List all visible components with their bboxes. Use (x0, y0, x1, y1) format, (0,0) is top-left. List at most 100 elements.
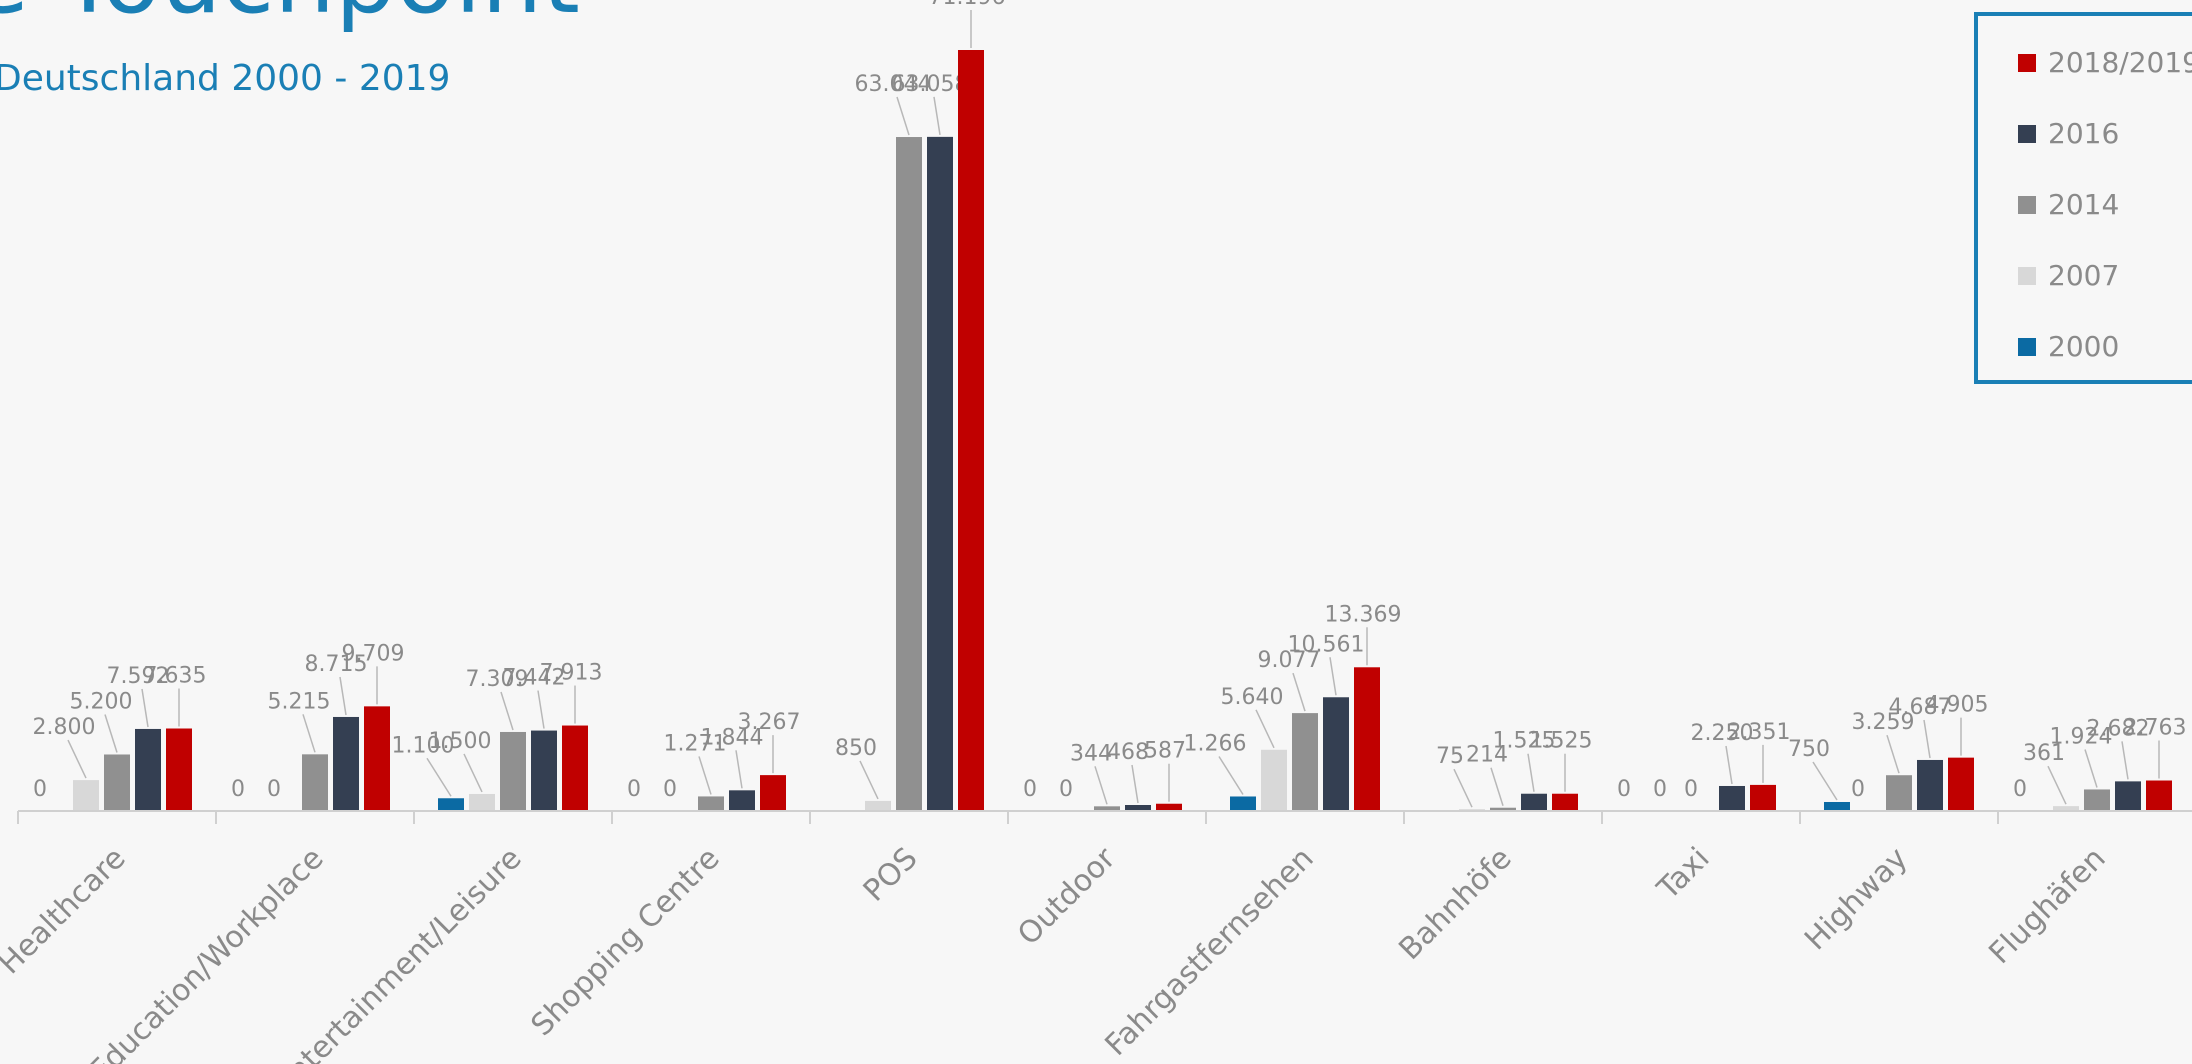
data-label-leader (302, 714, 316, 753)
data-label: 63.058 (892, 72, 969, 97)
bar-2016-shopping-centre (729, 790, 755, 810)
bar-2007-healthcare (73, 780, 99, 810)
data-label-leader (500, 691, 514, 731)
data-label: 0 (267, 777, 281, 802)
data-label-leader (859, 760, 879, 800)
data-label: 0 (2013, 777, 2027, 802)
bar-2014-healthcare (104, 754, 130, 810)
data-label: 0 (231, 777, 245, 802)
data-label-leader (896, 96, 910, 136)
x-tick-label: Taxi (1650, 841, 1716, 907)
data-label: 1.266 (1184, 731, 1247, 756)
bar-2000-fahrgastfernsehen (1230, 796, 1256, 810)
legend-item-2018-2019: 2018/2019 (2018, 46, 2192, 79)
bar-2014-outdoor (1094, 806, 1120, 810)
bar-2018-2019-highway (1948, 757, 1974, 810)
legend-swatch-2016 (2018, 124, 2036, 143)
data-label: 361 (2023, 741, 2065, 766)
bar-2018-2019-education-workplace (364, 706, 390, 810)
data-label-leader (1812, 761, 1838, 801)
data-label: 8.715 (305, 652, 368, 677)
data-label: 3.267 (738, 710, 801, 735)
bar-2014-entertainment-leisure (500, 731, 526, 810)
data-label-leader (1725, 745, 1733, 785)
legend-label: 2014 (2048, 188, 2120, 221)
bar-2018-2019-taxi (1750, 784, 1776, 810)
data-label: 468 (1107, 740, 1149, 765)
bar-2016-fahrgastfernsehen (1323, 697, 1349, 810)
x-tick-label: Highway (1798, 841, 1914, 957)
x-tick-label: Shopping Centre (525, 841, 727, 1043)
data-label-leader (537, 690, 545, 729)
data-label: 0 (627, 777, 641, 802)
data-label: 63.044 (855, 72, 932, 97)
bar-2007-entertainment-leisure (469, 793, 495, 810)
bar-2018-2019-flughäfen (2146, 780, 2172, 810)
data-label: 10.561 (1288, 632, 1365, 657)
data-label: 4.687 (1889, 695, 1952, 720)
data-label-leader (1094, 766, 1108, 805)
data-label-leader (1923, 719, 1931, 759)
data-label-leader (1218, 756, 1244, 795)
data-label: 5.200 (70, 689, 133, 714)
data-label: 2.800 (33, 715, 96, 740)
data-label: 850 (835, 736, 877, 761)
legend-swatch-2000 (2018, 337, 2036, 356)
data-label-leader (1453, 768, 1473, 808)
bar-2018-2019-entertainment-leisure (562, 725, 588, 810)
data-label: 0 (33, 777, 47, 802)
legend-label: 2018/2019 (2048, 46, 2192, 79)
bar-2000-highway (1824, 801, 1850, 810)
bar-2014-highway (1886, 775, 1912, 810)
data-label-leader (1490, 767, 1504, 806)
x-tick-label: Healthcare (0, 841, 133, 981)
data-label-leader (933, 96, 941, 135)
x-tick-label: Flughäfen (1982, 841, 2112, 971)
data-label-leader (1527, 753, 1535, 792)
bar-2007-pos (865, 800, 891, 810)
bar-2007-flughäfen (2053, 806, 2079, 810)
chart-title: e Touchpoint (0, 0, 580, 35)
data-label: 1.100 (392, 733, 455, 758)
bar-2014-pos (896, 137, 922, 810)
data-label-leader (698, 756, 712, 795)
data-label-leader (2121, 741, 2129, 780)
data-label: 1.924 (2050, 724, 2113, 749)
bar-2016-entertainment-leisure (531, 730, 557, 810)
data-label-leader (735, 750, 743, 789)
bar-2018-2019-bahnhöfe (1552, 793, 1578, 810)
bar-2016-education-workplace (333, 716, 359, 810)
bar-2000-entertainment-leisure (438, 798, 464, 810)
data-label: 2.682 (2087, 716, 2150, 741)
bar-2016-taxi (1719, 785, 1745, 810)
data-label: 7.635 (144, 663, 207, 688)
data-label-leader (339, 676, 347, 716)
legend-swatch-2014 (2018, 195, 2036, 214)
data-label: 0 (1617, 777, 1631, 802)
bar-2016-highway (1917, 759, 1943, 810)
data-label: 7.592 (107, 664, 170, 689)
data-label-leader (104, 714, 118, 753)
data-label-leader (2047, 765, 2067, 805)
chart-subtitle: Deutschland 2000 - 2019 (0, 58, 450, 99)
legend-item-2016: 2016 (2018, 117, 2119, 150)
bar-2007-bahnhöfe (1459, 809, 1485, 810)
data-label: 9.709 (342, 641, 405, 666)
legend-item-2000: 2000 (2018, 330, 2119, 363)
data-label: 5.215 (268, 689, 331, 714)
bar-2014-shopping-centre (698, 796, 724, 810)
data-label: 2.763 (2124, 716, 2187, 741)
legend-item-2014: 2014 (2018, 188, 2119, 221)
data-label: 7.309 (466, 667, 529, 692)
bar-2016-bahnhöfe (1521, 793, 1547, 810)
legend: 2018/2019 2016 2014 2007 2000 (1974, 12, 2192, 384)
data-label-leader (1255, 709, 1275, 749)
data-label: 0 (1653, 777, 1667, 802)
x-tick-label: Outdoor (1011, 840, 1123, 952)
data-label: 1.500 (429, 729, 492, 754)
data-label: 75 (1436, 744, 1464, 769)
legend-swatch-2018-2019 (2018, 53, 2036, 72)
bar-2014-flughäfen (2084, 789, 2110, 810)
data-label: 0 (1023, 777, 1037, 802)
data-label: 750 (1788, 737, 1830, 762)
